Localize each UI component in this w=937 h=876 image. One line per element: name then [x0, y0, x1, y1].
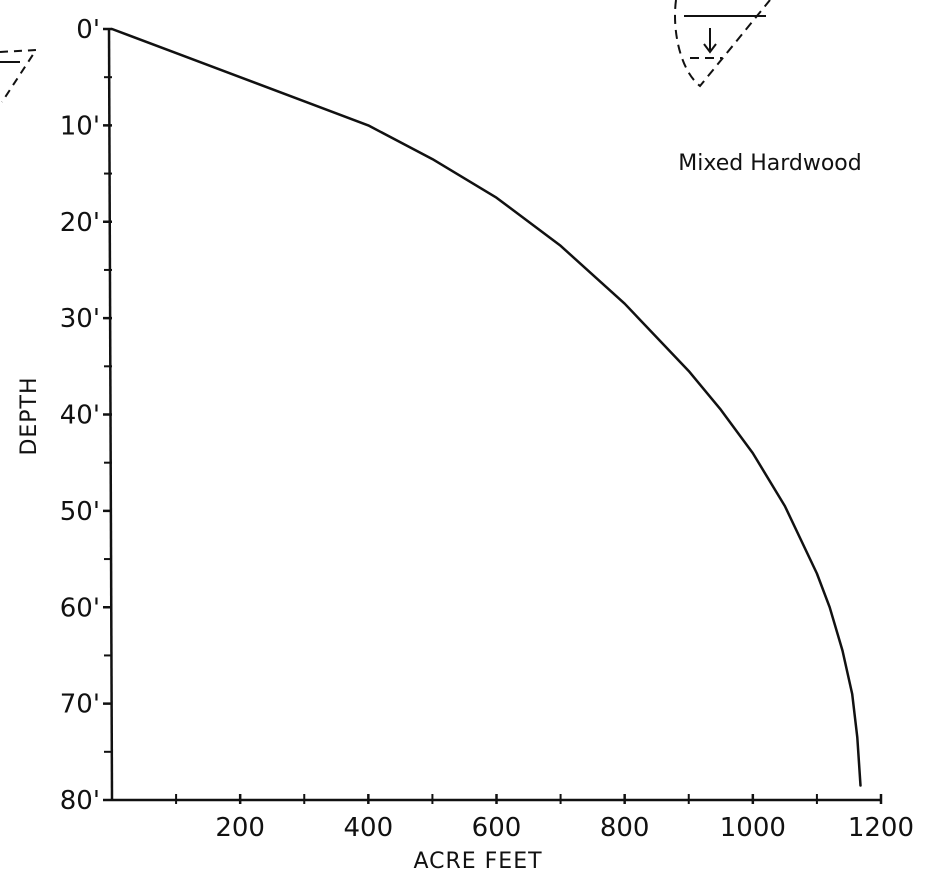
y-axis-title: DEPTH [17, 376, 42, 455]
x-tick-label: 200 [215, 813, 265, 843]
x-tick-label: 600 [472, 813, 522, 843]
x-tick-label: 400 [344, 813, 394, 843]
y-tick-label: 60' [60, 593, 100, 623]
y-ticks: 0' 10' 20' 30' 40' 50' 60' 70' 80' [60, 15, 112, 816]
y-tick-label: 40' [60, 401, 100, 431]
x-tick-label: 800 [600, 813, 650, 843]
partial-reservoir-cross-section-icon [0, 48, 38, 103]
annotation-label: Mixed Hardwood [678, 151, 861, 176]
y-tick-label: 10' [60, 111, 100, 141]
y-tick-label: 70' [60, 690, 100, 720]
x-tick-label: 1000 [720, 813, 786, 843]
reservoir-cross-section-icon [674, 0, 771, 88]
series-line [110, 27, 862, 787]
x-axis-title: ACRE FEET [413, 849, 542, 874]
y-tick-label: 80' [60, 786, 100, 816]
x-ticks: 200 400 600 800 1000 1200 [175, 794, 914, 843]
y-tick-label: 0' [76, 15, 100, 45]
y-tick-label: 50' [60, 497, 100, 527]
y-tick-label: 20' [60, 208, 100, 238]
x-tick-label: 1200 [848, 813, 914, 843]
y-tick-label: 30' [60, 304, 100, 334]
series-group [110, 27, 862, 787]
axes [107, 27, 882, 802]
